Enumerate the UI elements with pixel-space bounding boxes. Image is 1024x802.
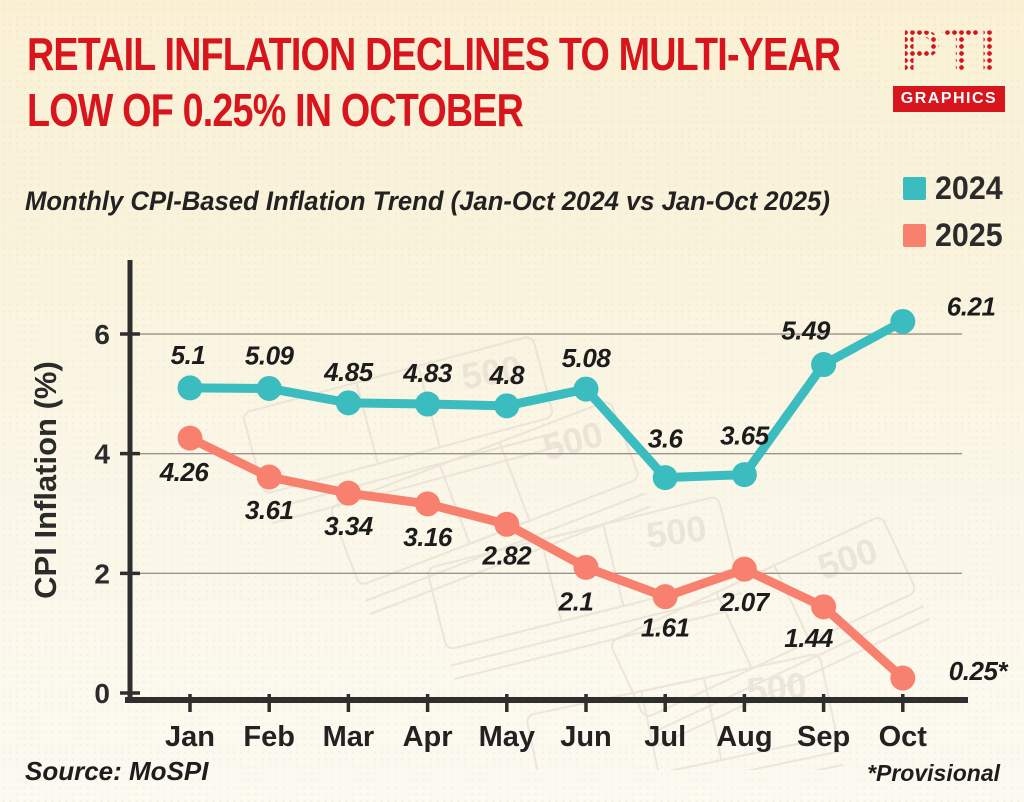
data-label-2024: 5.09	[245, 340, 295, 370]
watermark-denomination: 500	[458, 347, 524, 397]
currency-watermark: 500 500 500 500 500	[243, 336, 930, 802]
data-label-2025: 2.1	[558, 586, 594, 616]
data-label-2025: 3.61	[245, 495, 294, 525]
y-tick-label: 2	[94, 558, 110, 589]
data-point-2024	[731, 462, 757, 488]
data-label-2025: 3.34	[324, 511, 374, 541]
data-point-2025	[731, 556, 757, 582]
watermark-denomination: 500	[539, 413, 608, 468]
data-label-2024: 3.6	[648, 424, 684, 454]
y-tick-label: 0	[94, 678, 110, 709]
provisional-note: *Provisional	[867, 760, 1000, 786]
currency-bundle: 500	[330, 401, 651, 615]
currency-bundle: 500	[427, 496, 746, 681]
title-line-2: LOW OF 0.25% IN OCTOBER	[27, 84, 524, 137]
watermark-denomination: 500	[644, 507, 709, 556]
data-label-2024: 5.08	[562, 343, 612, 373]
watermark-denomination: 500	[745, 664, 809, 711]
legend-swatch	[902, 177, 926, 200]
page-title: RETAIL INFLATION DECLINES TO MULTI-YEAR …	[27, 26, 841, 138]
month-label: May	[479, 721, 535, 753]
data-point-2025	[256, 464, 282, 490]
month-label: Jan	[165, 721, 215, 753]
data-point-2025	[811, 594, 837, 620]
legend-label: 2025	[934, 217, 1003, 253]
data-point-2025	[573, 554, 599, 580]
data-label-2024: 4.83	[402, 358, 453, 388]
inflation-chart: 500 500 500 500 500 0 2 4 6 Jan Feb Mar Apr May Jun Jul…	[94, 260, 1010, 802]
data-point-2025	[494, 511, 520, 537]
data-point-2024	[811, 352, 837, 378]
data-label-2025: 0.25*	[949, 656, 1010, 686]
series-line-2025	[185, 433, 908, 683]
source-note: Source: MoSPI	[25, 756, 209, 786]
data-point-2024	[335, 390, 361, 416]
month-label: Apr	[403, 721, 453, 753]
data-label-2025: 4.26	[159, 457, 210, 487]
data-point-2025	[335, 480, 361, 506]
legend: 2024 2025	[902, 170, 1006, 264]
data-label-2025: 2.82	[481, 540, 532, 570]
data-point-2024	[890, 308, 916, 334]
pti-graphics-logo: PTI GRAPHICS	[888, 22, 1010, 112]
legend-swatch	[902, 224, 926, 247]
month-label: Mar	[323, 721, 375, 753]
data-point-2024	[652, 465, 678, 491]
data-point-2024	[573, 376, 599, 402]
month-label: Jul	[644, 721, 686, 753]
data-label-2025: 1.44	[784, 623, 834, 653]
data-label-2025: 2.07	[719, 587, 771, 617]
month-label: Feb	[243, 721, 295, 753]
legend-item-2025: 2025	[902, 217, 1006, 254]
data-label-2024: 4.8	[488, 360, 525, 390]
data-point-2024	[177, 375, 203, 401]
data-label-2025: 1.61	[641, 613, 690, 643]
legend-label: 2024	[934, 170, 1003, 206]
data-point-2025	[652, 584, 678, 610]
title-line-1: RETAIL INFLATION DECLINES TO MULTI-YEAR	[27, 28, 841, 80]
legend-item-2024: 2024	[902, 170, 1006, 207]
y-tick-label: 4	[94, 439, 110, 470]
data-point-2024	[256, 375, 282, 401]
pti-graphics-label: GRAPHICS	[892, 86, 1006, 112]
data-label-2024: 4.85	[323, 357, 374, 387]
data-point-2025	[177, 425, 203, 451]
y-tick-label: 6	[94, 319, 110, 350]
data-point-2025	[890, 665, 916, 691]
chart-subtitle: Monthly CPI-Based Inflation Trend (Jan-O…	[25, 186, 830, 216]
pti-logo-text: PTI	[888, 22, 1010, 82]
month-label: Sep	[797, 721, 850, 753]
month-label: Oct	[879, 721, 928, 753]
data-label-2025: 3.16	[403, 522, 453, 552]
month-label: Jun	[560, 721, 612, 753]
data-label-2024: 5.49	[781, 316, 831, 346]
watermark-denomination: 500	[812, 529, 882, 587]
chart-area: 500 500 500 500 500 0 2 4 6 Jan Feb Mar Apr May Jun Jul…	[0, 250, 1024, 802]
data-label-2024: 3.65	[720, 421, 770, 451]
month-label: Aug	[716, 721, 772, 753]
data-point-2024	[494, 393, 520, 419]
series-line-2024	[185, 316, 908, 483]
data-label-2024: 5.1	[171, 340, 206, 370]
data-point-2024	[415, 391, 441, 417]
data-point-2025	[415, 491, 441, 517]
data-label-2024: 6.21	[947, 291, 996, 321]
